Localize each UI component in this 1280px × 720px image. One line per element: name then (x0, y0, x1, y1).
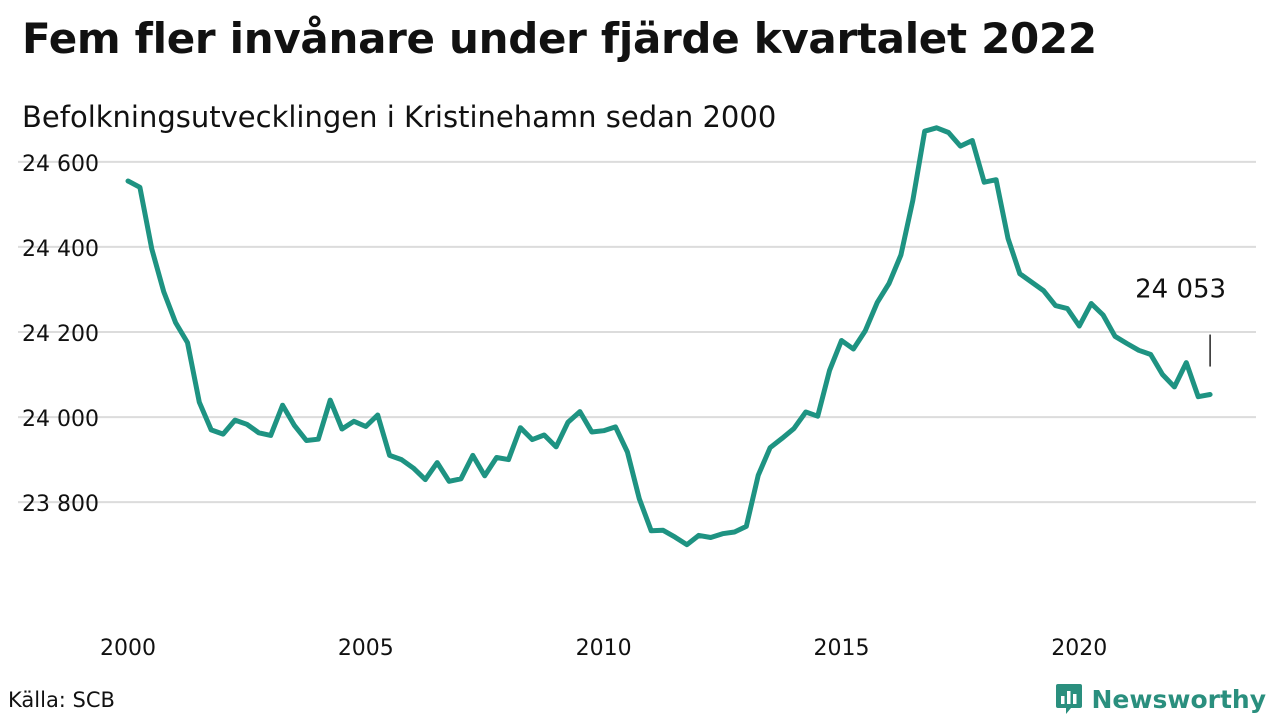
chart-title: Fem fler invånare under fjärde kvartalet… (22, 14, 1097, 63)
y-tick-label: 23 800 (22, 492, 99, 517)
y-tick-label: 24 200 (22, 322, 99, 347)
y-tick-label: 24 400 (22, 237, 99, 262)
x-tick-label: 2015 (813, 636, 869, 661)
x-tick-label: 2010 (576, 636, 632, 661)
bar-chart-logo-icon (1055, 684, 1082, 714)
x-axis-ticks: 2000 2005 2010 2015 2020 (100, 636, 1107, 661)
population-line (125, 125, 1213, 548)
x-tick-label: 2020 (1051, 636, 1107, 661)
y-tick-label: 24 600 (22, 152, 99, 177)
series-layer (125, 125, 1213, 548)
annotation-layer: 24 053 (1135, 275, 1226, 367)
source-note: Källa: SCB (8, 688, 115, 712)
x-tick-label: 2005 (338, 636, 394, 661)
newsworthy-logo: Newsworthy (1054, 682, 1267, 716)
y-tick-label: 24 000 (22, 407, 99, 432)
y-axis-ticks: 23 800 24 000 24 200 24 400 24 600 (22, 152, 99, 517)
chart-subtitle: Befolkningsutvecklingen i Kristinehamn s… (22, 100, 777, 134)
gridlines (18, 160, 1256, 504)
x-tick-label: 2000 (100, 636, 156, 661)
last-value-label: 24 053 (1135, 275, 1226, 305)
brand-name: Newsworthy (1091, 684, 1267, 714)
